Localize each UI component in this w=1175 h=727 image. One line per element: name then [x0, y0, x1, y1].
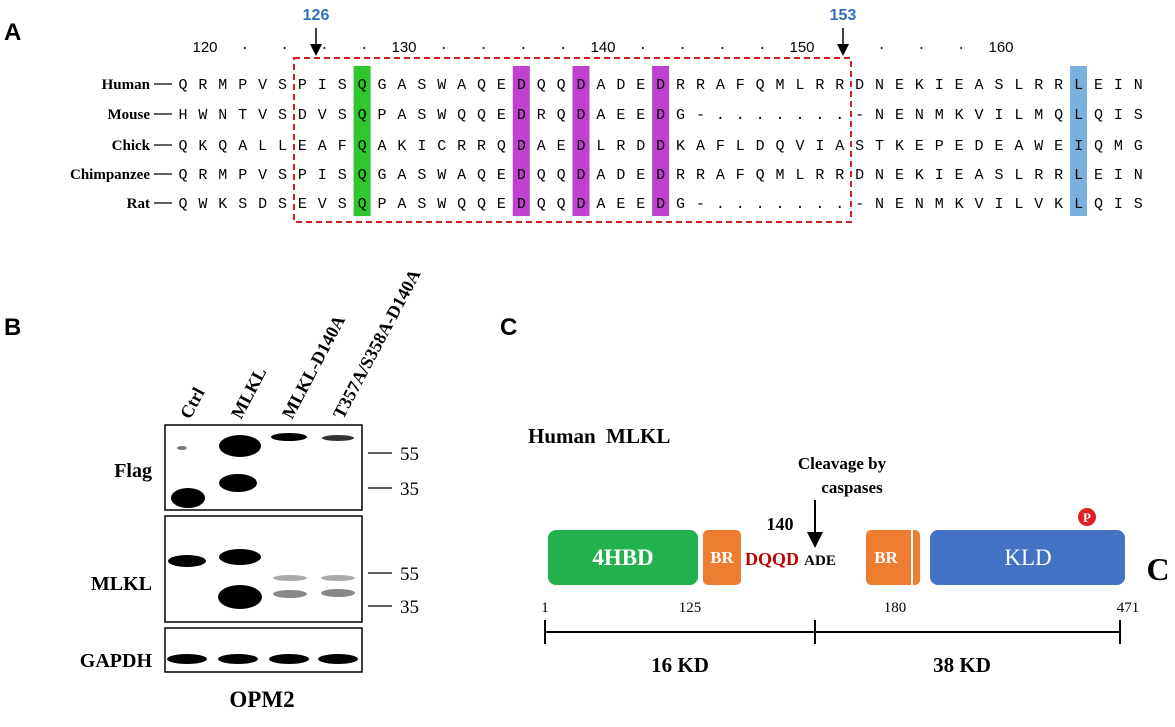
- panel-label: C: [500, 314, 517, 341]
- domain: [703, 530, 741, 585]
- region-box: [293, 57, 852, 223]
- position-label: 1: [541, 600, 549, 616]
- protein-title: Human MLKL: [528, 424, 670, 448]
- position-label: 125: [679, 600, 702, 616]
- domain-label: BR: [874, 548, 898, 567]
- ruler-dot: [920, 47, 923, 49]
- domain-label: BR: [710, 548, 734, 567]
- size-markers: 55 35 55 35: [400, 444, 419, 618]
- highlights: [353, 66, 1087, 216]
- size-label: 35: [400, 597, 419, 618]
- blot-frame: [164, 515, 363, 623]
- ruler-dot: [761, 47, 764, 49]
- site-label: 140: [767, 514, 794, 534]
- ruler-label: 150: [789, 39, 814, 56]
- positions: 1 125 180 471: [541, 600, 1139, 616]
- species: Chimpanzee: [70, 167, 150, 183]
- motif-label: ADE: [804, 553, 836, 569]
- sequence: QRMPVSPISQGASWAQEDQQDADEDRRAFQMLRRDNEKIE…: [179, 77, 1154, 94]
- phospho-site: [1078, 508, 1096, 526]
- blot-label: GAPDH: [80, 650, 153, 672]
- ruler-dot: [482, 47, 485, 49]
- lane-label: Ctrl: [176, 384, 209, 422]
- cleavage-text: caspases: [821, 478, 883, 497]
- species: Chick: [112, 138, 151, 154]
- fragment-size: 16 KD: [651, 653, 709, 677]
- ruler-label: 130: [391, 39, 416, 56]
- ruler-dot: [681, 47, 684, 49]
- ruler-dot: [960, 47, 963, 49]
- sequence: QRMPVSPISQGASWAQEDQQDADEDRRAFQMLRRDNEKIE…: [179, 167, 1154, 184]
- sequence: HWNTVSDVSQPASWQQEDRQDAEEDG-.......-NENMK…: [179, 107, 1154, 124]
- ruler-dot: [243, 47, 246, 49]
- domain: [548, 530, 698, 585]
- marker-label: 153: [830, 7, 857, 24]
- domain: [866, 530, 920, 585]
- phospho-label: P: [1083, 510, 1091, 525]
- ruler-label: 160: [988, 39, 1013, 56]
- panel-label: B: [4, 314, 21, 341]
- species: Rat: [127, 196, 150, 212]
- bands: [167, 433, 358, 664]
- sequence: QKQALLEAFQAKICRRQDAEDLRDDKAFLDQVIASTKEPE…: [179, 138, 1154, 155]
- highlight: [572, 66, 590, 216]
- motif-label: DQQD: [745, 549, 799, 569]
- position-label: 180: [884, 600, 907, 616]
- cleavage-text: Cleavage by: [798, 454, 887, 473]
- domain-label: KLD: [1004, 545, 1051, 570]
- blot-label: Flag: [114, 460, 152, 482]
- ruler: 120 130 140 150 160: [192, 39, 1013, 56]
- ruler-dot: [721, 47, 724, 49]
- ruler-label: 120: [192, 39, 217, 56]
- size-label: 55: [400, 564, 419, 585]
- sequence: QWKSDSEVSQPASWQQEDQQDAEEDG-.......-NENMK…: [179, 196, 1154, 213]
- ruler-dot: [880, 47, 883, 49]
- fragment-size: 38 KD: [933, 653, 991, 677]
- domain-label: 4HBD: [592, 545, 653, 570]
- ruler-label: 140: [590, 39, 615, 56]
- ruler-dot: [363, 47, 366, 49]
- highlight: [512, 66, 530, 216]
- blot-label: MLKL: [91, 573, 152, 595]
- highlight: [353, 66, 371, 216]
- species: Human: [102, 77, 151, 93]
- species: Mouse: [108, 107, 151, 123]
- ruler-dot: [283, 47, 286, 49]
- panel-label: A: [4, 19, 21, 46]
- marker-label: 126: [303, 7, 330, 24]
- c-term: C: [1146, 551, 1169, 587]
- blot-frame: [164, 627, 363, 673]
- size-label: 55: [400, 444, 419, 465]
- bracket: [544, 620, 1121, 644]
- ruler-dot: [522, 47, 525, 49]
- ruler-dot: [562, 47, 565, 49]
- marker-ticks: [368, 452, 392, 607]
- ruler-dot: [641, 47, 644, 49]
- size-label: 35: [400, 479, 419, 500]
- ruler-dot: [323, 47, 326, 49]
- highlight: [652, 66, 670, 216]
- ruler-dot: [442, 47, 445, 49]
- lane-label: T357A/S358A-D140A: [329, 266, 425, 422]
- lane-label: MLKL: [227, 364, 270, 422]
- highlight: [1070, 66, 1087, 216]
- domain: [930, 530, 1125, 585]
- cell-line: OPM2: [229, 687, 294, 712]
- alignment: Human QRMPVSPISQGASWAQEDQQDADEDRRAFQMLRRD…: [70, 77, 1154, 213]
- position-label: 471: [1117, 600, 1140, 616]
- ruler-dot: [840, 47, 843, 49]
